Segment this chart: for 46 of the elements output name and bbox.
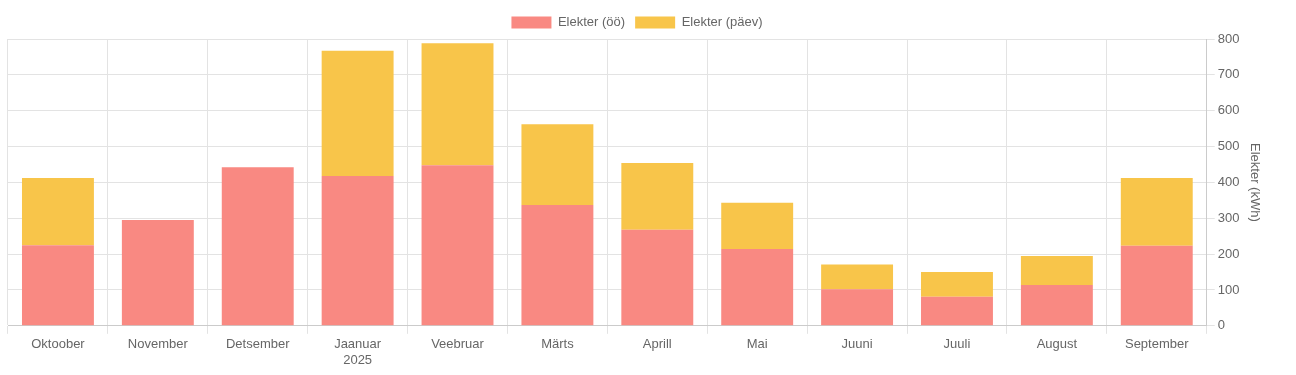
y-axis-title: Elekter (kWh) bbox=[1247, 143, 1263, 222]
bar bbox=[321, 175, 394, 326]
y-tick-label: 600 bbox=[1217, 102, 1240, 118]
bar bbox=[821, 264, 894, 290]
bar bbox=[421, 165, 494, 326]
x-tick-label: September bbox=[1124, 336, 1190, 352]
x-tick-label: Veebruar bbox=[431, 336, 485, 352]
y-tick-label: 300 bbox=[1217, 209, 1240, 225]
bar bbox=[21, 245, 94, 326]
x-tick-label: Juuli bbox=[943, 336, 971, 352]
bar bbox=[1120, 178, 1193, 246]
x-tick-label: Juuni bbox=[841, 336, 873, 352]
x-tick-label: Detsember bbox=[225, 336, 291, 352]
bar bbox=[221, 167, 294, 326]
x-tick-label: Jaanuar 2025 bbox=[334, 336, 382, 367]
bar bbox=[921, 296, 993, 326]
bar bbox=[21, 178, 94, 246]
x-tick-label: Aprill bbox=[642, 336, 672, 352]
bar bbox=[1020, 284, 1093, 326]
x-tick-label: Märts bbox=[541, 336, 575, 352]
legend-label: Elekter (öö) bbox=[557, 14, 626, 30]
bar bbox=[621, 229, 694, 326]
x-tick-label: August bbox=[1036, 336, 1078, 352]
y-tick-label: 800 bbox=[1217, 30, 1240, 46]
x-tick-label: Mai bbox=[746, 336, 768, 352]
bar bbox=[821, 289, 894, 326]
bar bbox=[521, 204, 594, 326]
legend-label: Elekter (päev) bbox=[681, 14, 763, 30]
y-tick-label: 500 bbox=[1217, 138, 1240, 154]
bar bbox=[1020, 255, 1093, 285]
bar bbox=[621, 163, 694, 230]
bar bbox=[1120, 245, 1193, 326]
x-tick-label: Oktoober bbox=[31, 336, 86, 352]
bar bbox=[421, 43, 494, 166]
bar bbox=[721, 249, 794, 326]
bar bbox=[921, 272, 993, 297]
bar bbox=[521, 124, 594, 205]
bar bbox=[721, 202, 794, 250]
y-tick-label: 0 bbox=[1217, 317, 1225, 333]
y-tick-label: 700 bbox=[1217, 66, 1240, 82]
y-tick-label: 400 bbox=[1217, 173, 1240, 189]
y-tick-label: 200 bbox=[1217, 245, 1240, 261]
y-tick-label: 100 bbox=[1217, 281, 1240, 297]
bar bbox=[121, 220, 194, 326]
bar bbox=[321, 50, 394, 176]
x-tick-label: November bbox=[127, 336, 189, 352]
